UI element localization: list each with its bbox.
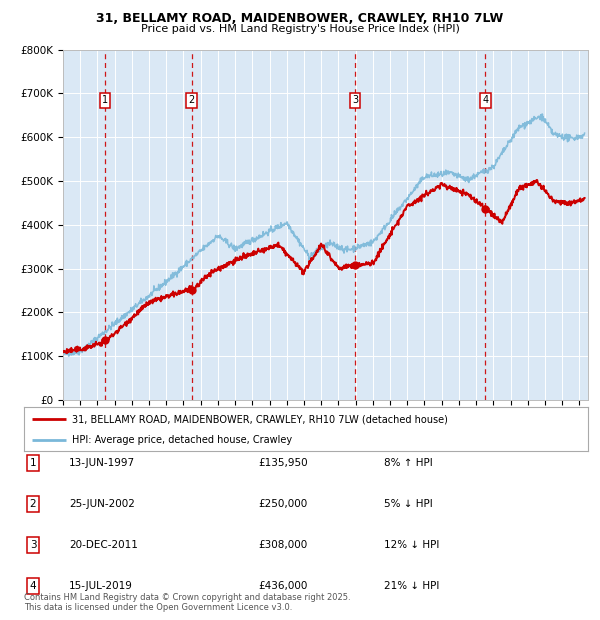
Text: HPI: Average price, detached house, Crawley: HPI: Average price, detached house, Craw… bbox=[72, 435, 292, 445]
Text: 12% ↓ HPI: 12% ↓ HPI bbox=[384, 540, 439, 550]
Text: 2: 2 bbox=[29, 499, 37, 509]
Text: 31, BELLAMY ROAD, MAIDENBOWER, CRAWLEY, RH10 7LW (detached house): 31, BELLAMY ROAD, MAIDENBOWER, CRAWLEY, … bbox=[72, 414, 448, 424]
Text: 1: 1 bbox=[102, 95, 108, 105]
Text: 3: 3 bbox=[352, 95, 358, 105]
Text: 4: 4 bbox=[482, 95, 488, 105]
Text: 4: 4 bbox=[29, 581, 37, 591]
Text: £436,000: £436,000 bbox=[258, 581, 307, 591]
Text: Price paid vs. HM Land Registry's House Price Index (HPI): Price paid vs. HM Land Registry's House … bbox=[140, 24, 460, 33]
Text: 3: 3 bbox=[29, 540, 37, 550]
Text: £250,000: £250,000 bbox=[258, 499, 307, 509]
Text: 2: 2 bbox=[188, 95, 195, 105]
Text: Contains HM Land Registry data © Crown copyright and database right 2025.
This d: Contains HM Land Registry data © Crown c… bbox=[24, 593, 350, 612]
Text: £308,000: £308,000 bbox=[258, 540, 307, 550]
Text: 13-JUN-1997: 13-JUN-1997 bbox=[69, 458, 135, 468]
Text: 8% ↑ HPI: 8% ↑ HPI bbox=[384, 458, 433, 468]
Text: 15-JUL-2019: 15-JUL-2019 bbox=[69, 581, 133, 591]
Text: 25-JUN-2002: 25-JUN-2002 bbox=[69, 499, 135, 509]
Text: 21% ↓ HPI: 21% ↓ HPI bbox=[384, 581, 439, 591]
Text: 5% ↓ HPI: 5% ↓ HPI bbox=[384, 499, 433, 509]
Text: 20-DEC-2011: 20-DEC-2011 bbox=[69, 540, 138, 550]
Text: 1: 1 bbox=[29, 458, 37, 468]
Text: £135,950: £135,950 bbox=[258, 458, 308, 468]
Text: 31, BELLAMY ROAD, MAIDENBOWER, CRAWLEY, RH10 7LW: 31, BELLAMY ROAD, MAIDENBOWER, CRAWLEY, … bbox=[97, 12, 503, 25]
